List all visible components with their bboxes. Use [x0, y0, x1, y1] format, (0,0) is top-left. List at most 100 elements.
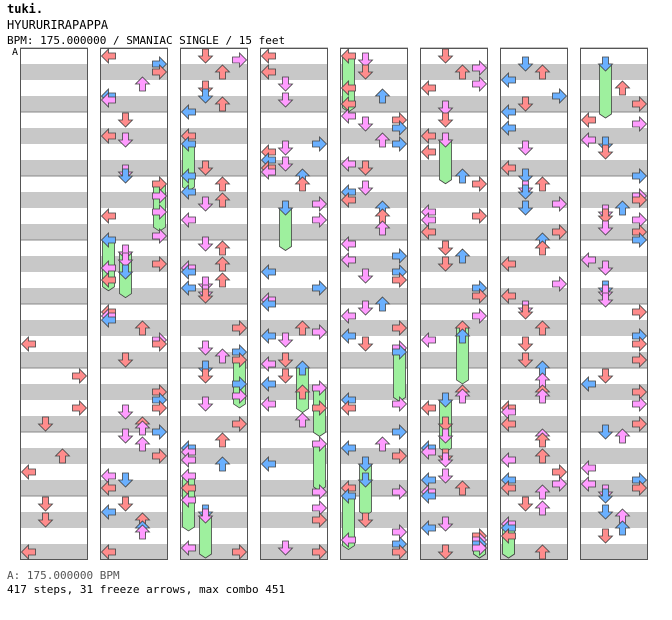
song-title: HYURURIRAPAPPA: [7, 18, 109, 32]
step-arrow-down: [437, 516, 454, 532]
step-arrow-up: [374, 88, 391, 104]
beat-stripe: [420, 480, 488, 496]
beat-stripe: [500, 256, 568, 272]
step-arrow-right: [472, 176, 488, 192]
beat-stripe: [100, 448, 168, 464]
step-arrow-down: [597, 208, 614, 224]
beat-stripe: [420, 416, 488, 432]
step-arrow-left: [340, 440, 356, 456]
beat-stripe: [260, 352, 328, 368]
beat-stripe: [420, 64, 488, 80]
step-arrow-right: [472, 288, 488, 304]
step-arrow-up: [134, 76, 151, 92]
beat-stripe: [180, 64, 248, 80]
beat-stripe: [20, 64, 88, 80]
beat-stripe: [260, 64, 328, 80]
step-arrow-down: [517, 168, 534, 184]
beat-stripe: [20, 128, 88, 144]
step-arrow-down: [437, 132, 454, 148]
step-arrow-down: [357, 336, 374, 352]
beat-stripe: [260, 128, 328, 144]
step-arrow-right: [632, 480, 648, 496]
step-arrow-right: [472, 76, 488, 92]
step-arrow-right: [312, 212, 328, 228]
step-arrow-down: [357, 472, 374, 488]
step-arrow-right: [632, 96, 648, 112]
step-arrow-right: [392, 484, 408, 500]
step-arrow-down: [437, 544, 454, 560]
beat-stripe: [580, 512, 648, 528]
step-arrow-left: [100, 128, 116, 144]
step-arrow-left: [180, 264, 196, 280]
beat-stripe: [260, 320, 328, 336]
step-arrow-down: [197, 368, 214, 384]
beat-stripe: [180, 512, 248, 528]
beat-stripe: [20, 160, 88, 176]
beat-stripe: [20, 288, 88, 304]
step-arrow-down: [437, 100, 454, 116]
beat-stripe: [340, 288, 408, 304]
column-border: [340, 48, 408, 560]
step-arrow-up: [454, 248, 471, 264]
beat-stripe: [500, 512, 568, 528]
beat-stripe: [340, 64, 408, 80]
step-arrow-right: [632, 336, 648, 352]
step-arrow-right: [312, 196, 328, 212]
step-arrow-up: [214, 272, 231, 288]
step-arrow-left: [580, 376, 596, 392]
step-arrow-right: [152, 336, 168, 352]
step-arrow-right: [392, 396, 408, 412]
chart-info: BPM: 175.000000 / SMANIAC SINGLE / 15 fe…: [7, 34, 286, 47]
beat-stripe: [260, 224, 328, 240]
step-arrow-down: [117, 428, 134, 444]
beat-stripe: [180, 320, 248, 336]
beat-stripe: [100, 256, 168, 272]
step-arrow-left: [180, 212, 196, 228]
step-arrow-right: [392, 272, 408, 288]
step-arrow-right: [232, 320, 248, 336]
step-arrow-right: [392, 544, 408, 560]
step-arrow-down: [597, 144, 614, 160]
freeze-arrow-down: [599, 63, 612, 119]
beat-stripe: [420, 320, 488, 336]
step-arrow-down: [197, 360, 214, 376]
beat-stripe: [340, 416, 408, 432]
step-arrow-down: [197, 48, 214, 64]
beat-stripe: [100, 384, 168, 400]
beat-stripe: [580, 352, 648, 368]
step-arrow-left: [20, 336, 36, 352]
step-arrow-left: [260, 456, 276, 472]
step-arrow-down: [277, 156, 294, 172]
step-arrow-right: [632, 116, 648, 132]
step-arrow-up: [534, 484, 551, 500]
step-arrow-left: [100, 92, 116, 108]
step-arrow-up: [454, 388, 471, 404]
beat-stripe: [100, 160, 168, 176]
step-arrow-right: [632, 192, 648, 208]
beat-stripe: [100, 352, 168, 368]
step-arrow-up: [374, 220, 391, 236]
step-arrow-down: [357, 64, 374, 80]
step-arrow-up: [214, 96, 231, 112]
step-arrow-down: [437, 468, 454, 484]
step-arrow-left: [420, 80, 436, 96]
step-arrow-right: [472, 208, 488, 224]
step-arrow-down: [597, 292, 614, 308]
step-arrow-left: [260, 64, 276, 80]
step-arrow-up: [214, 456, 231, 472]
beat-stripe: [340, 160, 408, 176]
step-arrow-right: [232, 388, 248, 404]
step-arrow-down: [517, 96, 534, 112]
beat-stripe: [580, 96, 648, 112]
step-arrow-down: [517, 184, 534, 200]
step-arrow-up: [614, 200, 631, 216]
beat-stripe: [100, 288, 168, 304]
step-arrow-left: [340, 252, 356, 268]
step-arrow-up: [534, 388, 551, 404]
column-border: [180, 48, 248, 560]
step-arrow-down: [597, 56, 614, 72]
beat-stripe: [580, 256, 648, 272]
step-arrow-down: [277, 200, 294, 216]
column-border: [100, 48, 168, 560]
